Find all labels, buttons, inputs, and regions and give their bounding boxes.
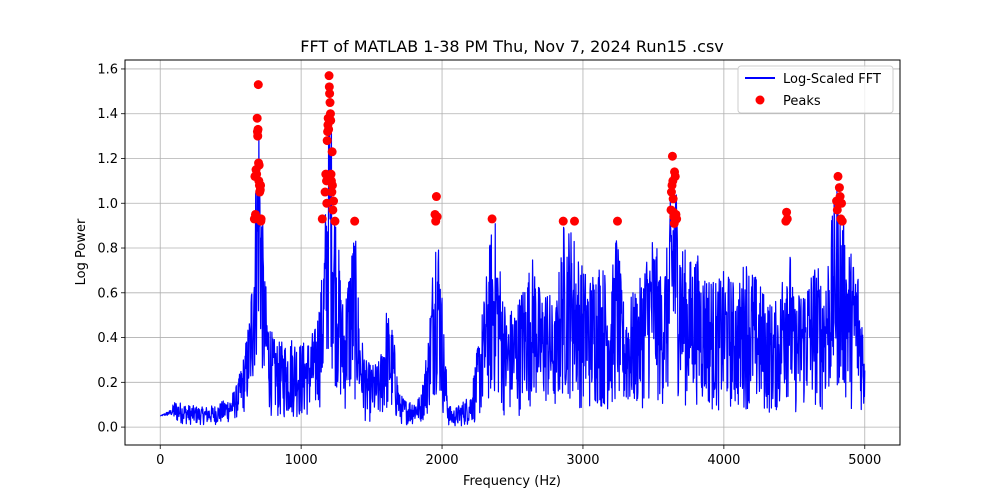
peak-point xyxy=(254,160,264,170)
fft-line-series xyxy=(159,110,866,427)
y-tick-label: 0.2 xyxy=(97,376,118,391)
peak-point xyxy=(317,214,327,224)
y-axis-label: Log Power xyxy=(74,218,89,285)
peak-point xyxy=(253,131,263,141)
y-tick-label: 0.4 xyxy=(97,331,118,346)
y-tick-label: 1.4 xyxy=(97,107,118,122)
plot-area: 0 1000 2000 3000 4000 5000 0.0 0.2 0.4 0.6 0.8 1.0… xyxy=(97,59,901,468)
y-tick-label: 1.2 xyxy=(97,152,118,167)
peak-point xyxy=(328,205,338,215)
peak-point xyxy=(782,214,792,224)
peak-point xyxy=(329,196,339,206)
peak-point xyxy=(326,115,336,125)
peak-point xyxy=(325,109,335,119)
peak-point xyxy=(327,187,337,197)
peak-point xyxy=(327,180,337,190)
peak-point xyxy=(667,151,677,161)
peak-point xyxy=(253,80,263,90)
legend-label-peaks: Peaks xyxy=(783,94,821,109)
peak-point xyxy=(431,192,441,202)
peak-point xyxy=(322,136,332,146)
peak-point xyxy=(320,187,330,197)
x-tick-label: 4000 xyxy=(707,453,740,468)
peak-point xyxy=(833,171,843,181)
peak-point xyxy=(558,216,568,226)
y-axis-ticks: 0.0 0.2 0.4 0.6 0.8 1.0 1.2 1.4 1.6 xyxy=(97,62,125,436)
peak-point xyxy=(324,124,334,134)
x-axis-label: Frequency (Hz) xyxy=(463,474,561,489)
peak-point xyxy=(324,71,334,81)
peak-point xyxy=(612,216,622,226)
peak-point xyxy=(835,192,845,202)
peak-point xyxy=(325,98,335,108)
peak-point xyxy=(327,147,337,157)
legend-box xyxy=(737,65,894,114)
legend-peaks-swatch xyxy=(755,95,765,105)
peak-point xyxy=(782,207,792,217)
legend: Log-Scaled FFT Peaks xyxy=(737,65,894,114)
peak-point xyxy=(253,124,263,134)
peak-point xyxy=(834,183,844,193)
peak-point xyxy=(832,205,842,215)
peak-point xyxy=(325,89,335,99)
y-tick-label: 1.0 xyxy=(97,197,118,212)
peak-point xyxy=(487,214,497,224)
peak-point xyxy=(672,214,682,224)
fft-line xyxy=(159,110,866,427)
x-tick-label: 2000 xyxy=(425,453,458,468)
peak-point xyxy=(256,180,266,190)
x-tick-label: 3000 xyxy=(566,453,599,468)
y-tick-label: 0.6 xyxy=(97,286,118,301)
peak-point xyxy=(666,187,676,197)
peaks-series xyxy=(249,71,847,228)
x-tick-label: 1000 xyxy=(285,453,318,468)
peak-point xyxy=(256,214,266,224)
axes-frame xyxy=(124,59,901,446)
y-tick-label: 0.8 xyxy=(97,242,118,257)
peak-point xyxy=(670,171,680,181)
x-tick-label: 5000 xyxy=(848,453,881,468)
peak-point xyxy=(324,82,334,92)
peak-point xyxy=(570,216,579,226)
peak-point xyxy=(350,216,360,226)
peak-point xyxy=(668,194,678,204)
y-tick-label: 0.0 xyxy=(97,421,118,436)
x-tick-label: 0 xyxy=(156,453,164,468)
x-axis-ticks: 0 1000 2000 3000 4000 5000 xyxy=(156,445,881,468)
peak-point xyxy=(837,216,847,226)
peak-point xyxy=(326,169,336,179)
peak-point xyxy=(432,212,442,222)
peak-point xyxy=(330,216,340,226)
chart-title: FFT of MATLAB 1-38 PM Thu, Nov 7, 2024 R… xyxy=(300,37,724,56)
y-tick-label: 1.6 xyxy=(97,62,118,77)
peak-point xyxy=(322,198,332,208)
peak-point xyxy=(252,113,262,123)
peak-point xyxy=(837,198,847,208)
legend-label-fft: Log-Scaled FFT xyxy=(783,72,881,87)
